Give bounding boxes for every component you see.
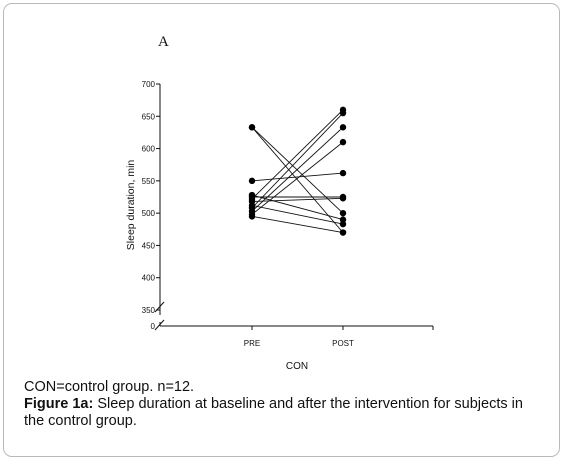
data-point: [339, 169, 347, 177]
y-tick-label: 550: [142, 177, 156, 186]
data-point: [339, 216, 347, 223]
series-line-12: [251, 215, 344, 233]
sleep-duration-chart: A 350 400 450 500 550 600 650 700 0 PRE POST Sleep…: [125, 34, 434, 372]
axes: 350 400 450 500 550 600 650 700 0 PRE POST: [142, 80, 434, 348]
data-point: [339, 124, 347, 131]
caption-figure: Figure 1a: Sleep duration at baseline an…: [24, 396, 544, 430]
y-axis-label: Sleep duration, min: [125, 160, 137, 251]
data-point: [248, 124, 256, 131]
series-line-2: [251, 126, 344, 233]
figure-caption: CON=control group. n=12. Figure 1a: Slee…: [24, 379, 544, 430]
series-line-7: [251, 197, 344, 202]
series-line-4: [251, 194, 344, 221]
data-point: [339, 138, 347, 146]
x-tick-label: PRE: [244, 339, 260, 348]
data-point: [339, 109, 347, 117]
data-point: [339, 195, 347, 202]
x-tick-label: POST: [332, 339, 354, 348]
y-tick-label: 350: [142, 306, 156, 315]
data-point: [339, 220, 347, 228]
caption-note: CON=control group. n=12.: [24, 379, 195, 395]
x-axis-label: CON: [286, 361, 308, 372]
y-tick-label: 400: [142, 274, 156, 283]
y-tick-label: 450: [142, 241, 156, 250]
caption-figure-text: Sleep duration at baseline and after the…: [24, 396, 523, 429]
caption-figure-label: Figure 1a:: [24, 396, 94, 412]
series-line-3: [251, 172, 344, 182]
series-line-10: [251, 126, 344, 212]
y-tick-label: 700: [142, 80, 156, 89]
data-point: [339, 229, 347, 236]
y-tick-label-zero: 0: [151, 322, 156, 331]
data-point: [339, 209, 347, 217]
data-point: [248, 213, 256, 220]
y-tick-label: 650: [142, 112, 156, 121]
figure-frame: [3, 3, 560, 457]
y-tick-label: 600: [142, 145, 156, 154]
series-line-8: [251, 204, 344, 225]
series-line-11: [251, 141, 344, 215]
series-line-9: [251, 112, 344, 209]
series-lines: [251, 109, 344, 233]
series-points: [248, 106, 347, 236]
data-point: [248, 177, 256, 185]
y-tick-label: 500: [142, 209, 156, 218]
axis-break-mark: [154, 301, 165, 313]
panel-label: A: [158, 34, 169, 50]
series-line-6: [251, 109, 344, 200]
